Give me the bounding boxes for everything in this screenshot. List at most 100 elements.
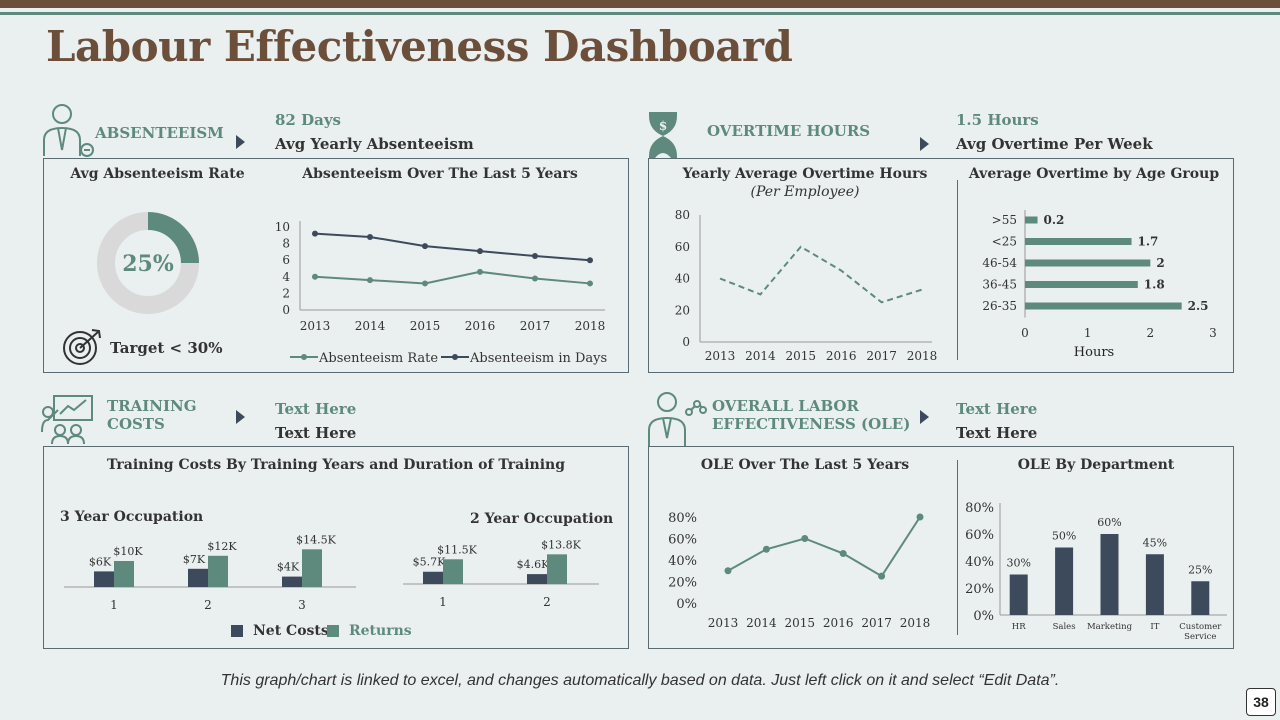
data-point <box>367 277 373 284</box>
hourglass-dollar-icon: $ <box>649 112 677 160</box>
donut-slice-absenteeism <box>147 212 199 264</box>
training-label-line2: COSTS <box>107 415 165 433</box>
bar-value-label: $10K <box>113 545 143 558</box>
x-tick-label: 2013 <box>708 616 739 630</box>
category-label: <25 <box>992 235 1017 249</box>
bar-value-label: $5.7K <box>413 556 446 569</box>
overtime-kpi-value: 1.5 Hours <box>956 111 1039 129</box>
donut-title: Avg Absenteeism Rate <box>70 166 245 182</box>
top-accent-line <box>0 12 1280 15</box>
training-2yr-title: 2 Year Occupation <box>470 511 614 527</box>
y-tick-label: 0% <box>973 609 994 624</box>
legend-marker <box>301 354 307 360</box>
category-label-part: Service <box>1184 632 1216 642</box>
y-tick-label: 20% <box>668 576 697 591</box>
target-icon <box>63 329 101 365</box>
x-tick-label: 2016 <box>465 319 496 333</box>
data-point <box>312 230 318 237</box>
x-tick-label: 2013 <box>300 319 331 333</box>
series-line <box>727 516 921 578</box>
training-kpi-label: Text Here <box>275 424 357 442</box>
overtime-kpi-label: Avg Overtime Per Week <box>956 135 1153 153</box>
page-title: Labour Effectiveness Dashboard <box>46 22 793 71</box>
y-tick-label: 8 <box>282 237 290 251</box>
x-tick-label: 2014 <box>746 616 777 630</box>
bar <box>1025 216 1038 224</box>
category-label: Marketing <box>1087 622 1133 632</box>
series-line-2 <box>314 232 591 262</box>
overtime-age-bar-chart[interactable]: >55 0.2 <25 1.7 46-54 2 36-45 1.8 26-35 2.5 0 1 2 3 Ho… <box>965 205 1227 365</box>
ole-line-chart[interactable]: 0% 20% 40% 60% 80% 2013 2014 2015 2016 2017 2018 <box>660 505 950 635</box>
absenteeism-donut-chart[interactable]: 25% <box>95 208 205 318</box>
bar-value-label: 60% <box>1097 516 1121 529</box>
x-tick-label: 2016 <box>826 349 857 363</box>
data-point <box>367 233 373 240</box>
y-tick-label: 60% <box>668 533 697 548</box>
training-2yr-bar-chart[interactable]: $5.7K$11.5K 1 $4.6K $13.8K 2 <box>395 525 605 615</box>
bar-net-costs <box>282 576 302 587</box>
worker-network-icon <box>648 392 707 446</box>
training-3yr-bar-chart[interactable]: $6K$10K 1 $7K$12K 2 $4K $14.5K 3 <box>60 525 360 620</box>
category-label: 26-35 <box>982 299 1017 313</box>
training-3yr-title: 3 Year Occupation <box>60 509 204 525</box>
absenteeism-label: ABSENTEEISM <box>95 124 224 142</box>
category-label-part: Customer <box>1179 622 1222 632</box>
absenteeism-line-chart[interactable]: 0 2 4 6 8 10 2013 2014 2015 2016 2017 2018 Absenteei… <box>270 185 620 370</box>
bar-value-label: $6K <box>89 555 112 568</box>
training-arrow-icon <box>236 410 245 424</box>
category-label: >55 <box>992 213 1017 227</box>
x-tick-label: 2017 <box>861 616 892 630</box>
bar-value-label: 2 <box>1156 256 1164 270</box>
bar-net-costs <box>188 568 208 587</box>
ole-bar-title: OLE By Department <box>1017 457 1175 473</box>
footer-note: This graph/chart is linked to excel, and… <box>220 672 1060 689</box>
x-tick-label: 2018 <box>900 616 931 630</box>
x-tick-label: 2017 <box>520 319 551 333</box>
x-tick-label: 2018 <box>907 349 938 363</box>
bar-net-costs <box>527 574 547 584</box>
bar-value-label: 0.2 <box>1044 213 1065 227</box>
x-tick-label: 2014 <box>355 319 386 333</box>
y-tick-label: 60% <box>965 528 994 543</box>
y-tick-label: 40 <box>675 272 690 286</box>
bar-value-label: 50% <box>1052 530 1076 543</box>
legend-label: Absenteeism Rate <box>318 351 438 366</box>
x-tick-label: 2016 <box>823 616 854 630</box>
y-tick-label: 60 <box>675 240 690 254</box>
bar-returns <box>302 549 322 587</box>
training-kpi-value: Text Here <box>275 400 357 418</box>
bar <box>1191 581 1210 615</box>
legend-returns-label: Returns <box>349 623 412 639</box>
bar <box>1025 281 1138 288</box>
target-text: Target < 30% <box>110 339 223 357</box>
bar-net-costs <box>423 571 443 584</box>
bar-value-label: $13.8K <box>541 538 581 551</box>
top-accent-bar <box>0 0 1280 8</box>
bar <box>1025 238 1132 245</box>
data-point <box>724 567 732 575</box>
bar-value-label: $4.6K <box>517 558 550 571</box>
y-tick-label: 20% <box>965 582 994 597</box>
y-tick-label: 4 <box>282 270 290 284</box>
category-label: 36-45 <box>982 278 1017 292</box>
bar <box>1100 534 1119 615</box>
bar <box>1025 259 1151 267</box>
x-tick-label: 2014 <box>745 349 776 363</box>
bar-returns <box>114 561 134 587</box>
legend-returns-swatch <box>327 625 339 637</box>
overtime-divider <box>957 180 958 360</box>
ole-label-line2: EFFECTIVENESS (OLE) <box>712 415 911 433</box>
y-tick-label: 80% <box>965 501 994 516</box>
y-tick-label: 40% <box>668 554 697 569</box>
y-tick-label: 0 <box>682 335 690 349</box>
legend-net-label: Net Costs <box>253 623 329 639</box>
overtime-label: OVERTIME HOURS <box>707 122 871 140</box>
x-tick-label: 2017 <box>866 349 897 363</box>
ole-department-bar-chart[interactable]: 0% 20% 40% 60% 80% 30% HR 50% Sales 60% Marketing 4… <box>962 495 1230 645</box>
bar-value-label: 1.8 <box>1144 278 1165 292</box>
overtime-line-chart[interactable]: 0 20 40 60 80 2013 2014 2015 2016 2017 2018 <box>660 200 945 370</box>
absenteeism-line-title: Absenteeism Over The Last 5 Years <box>302 166 578 182</box>
overtime-arrow-icon <box>920 137 929 151</box>
x-tick-label: 0 <box>1021 326 1029 340</box>
series-line-1 <box>314 270 591 285</box>
